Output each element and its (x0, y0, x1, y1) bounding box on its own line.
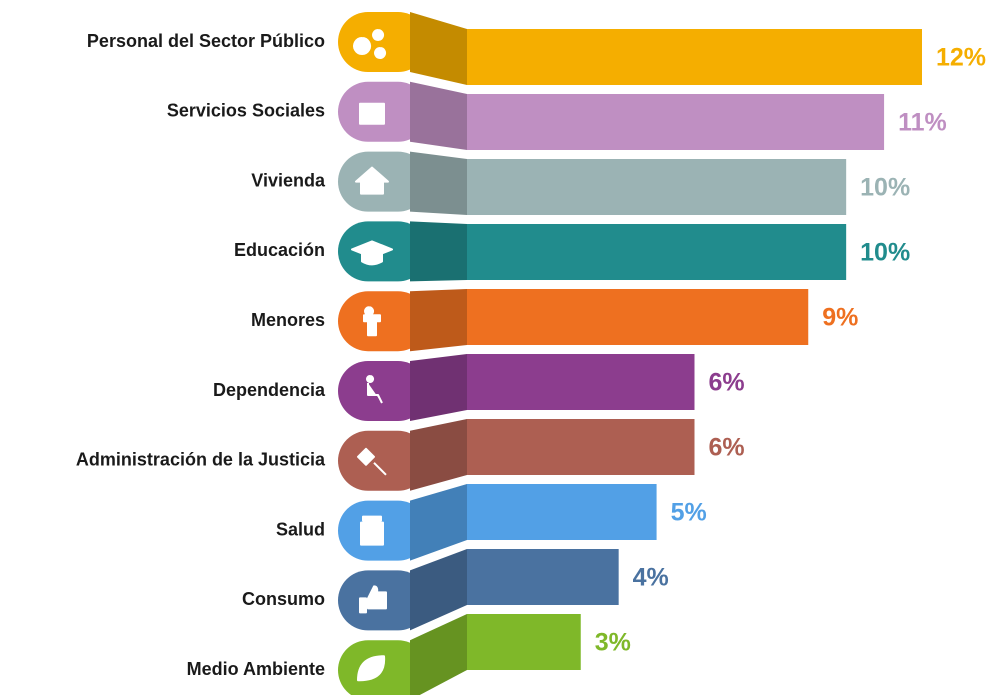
row: Menores 9% (251, 289, 858, 352)
icon (359, 102, 385, 125)
category-label: Personal del Sector Público (87, 31, 325, 51)
row: Servicios Sociales 11% (167, 81, 947, 150)
fold (410, 81, 467, 150)
value-label: 4% (633, 564, 669, 592)
fold (410, 151, 467, 215)
value-label: 5% (671, 499, 707, 527)
category-label: Servicios Sociales (167, 101, 325, 121)
icon (357, 655, 386, 682)
row: Administración de la Justicia 6% (76, 419, 745, 491)
icon (357, 447, 387, 476)
value-label: 6% (709, 369, 745, 397)
value-label: 11% (898, 109, 947, 137)
icon-pill (338, 12, 428, 72)
fold (410, 12, 467, 85)
icon (353, 29, 387, 59)
icon (363, 306, 381, 337)
bar (467, 354, 695, 410)
row: Educación 10% (234, 221, 910, 282)
category-label: Salud (276, 519, 325, 539)
row: Consumo 4% (242, 549, 669, 631)
bar (467, 29, 922, 85)
value-label: 12% (936, 44, 986, 72)
category-label: Vivienda (251, 170, 326, 190)
icon (366, 375, 383, 404)
fold (410, 484, 467, 561)
bar (467, 549, 619, 605)
category-label: Consumo (242, 589, 325, 609)
icon (355, 166, 389, 195)
category-label: Medio Ambiente (187, 659, 325, 679)
icon (359, 585, 387, 614)
value-label: 10% (860, 174, 910, 202)
bar (467, 614, 581, 670)
icon (360, 515, 384, 546)
value-label: 3% (595, 629, 631, 657)
fold (410, 221, 467, 282)
value-label: 10% (860, 239, 910, 267)
bar (467, 419, 695, 475)
icon-pill (338, 361, 428, 421)
fold (410, 419, 467, 491)
bar (467, 484, 657, 540)
category-label: Educación (234, 240, 325, 260)
category-label: Administración de la Justicia (76, 450, 326, 470)
bar (467, 224, 847, 280)
row: Salud 5% (276, 484, 707, 561)
row: Vivienda 10% (251, 151, 910, 215)
row: Medio Ambiente 3% (187, 614, 631, 695)
value-label: 6% (709, 434, 745, 462)
icon-pill (338, 430, 428, 491)
bar (467, 289, 809, 345)
icon-pill (338, 291, 428, 352)
bar (467, 94, 885, 150)
category-label: Menores (251, 310, 325, 330)
fold (410, 614, 467, 695)
fold (410, 354, 467, 421)
bar (467, 159, 847, 215)
fold (410, 289, 467, 352)
icon (351, 240, 393, 266)
category-label: Dependencia (213, 380, 326, 400)
value-label: 9% (822, 304, 858, 332)
row: Dependencia 6% (213, 354, 745, 421)
fold (410, 549, 467, 631)
row: Personal del Sector Público 12% (87, 12, 986, 85)
